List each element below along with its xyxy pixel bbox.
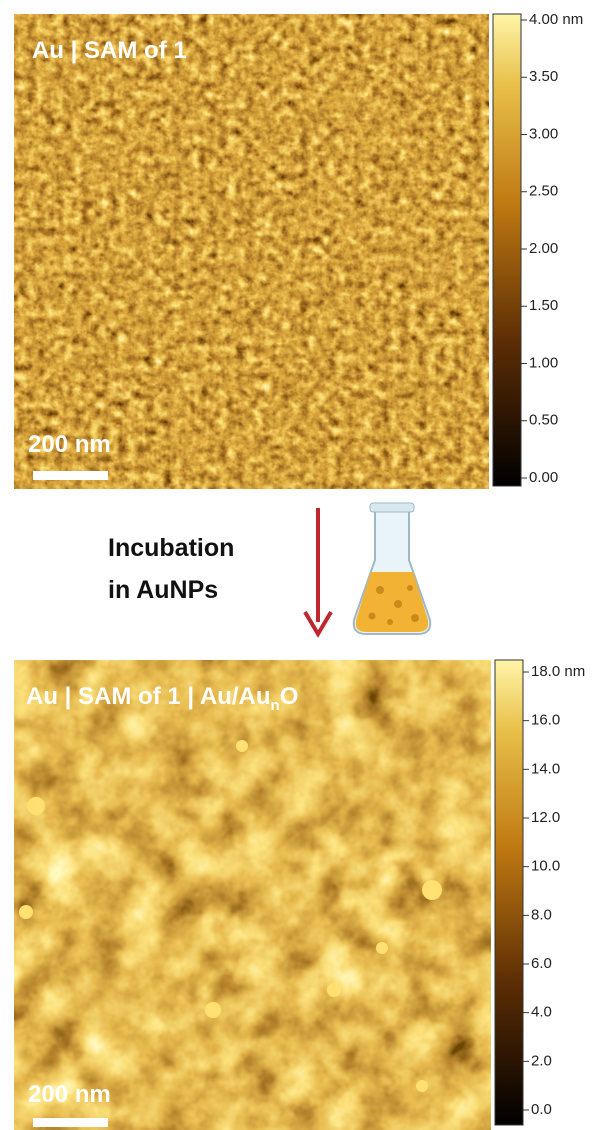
tick-label: 10.0	[531, 858, 560, 875]
scale-bar-label: 200 nm	[28, 1081, 111, 1108]
tick-label: 2.50	[529, 183, 558, 200]
tick-label: 0.50	[529, 412, 558, 429]
afm-image	[14, 660, 491, 1130]
scale-bar	[33, 471, 108, 480]
tick-label: 6.0	[531, 955, 552, 972]
afm-image	[14, 14, 489, 489]
tick-label: 16.0	[531, 712, 560, 729]
tick-label: 0.00	[529, 469, 558, 486]
colorbar	[495, 660, 523, 1125]
figure: Au | SAM of 1 200 nm 4.00 nm 3.50 3.00 2.50…	[0, 0, 600, 1130]
label-suffix: O	[280, 683, 299, 710]
colorbar	[493, 14, 521, 486]
flask-icon	[354, 503, 431, 634]
panel-label: Au | SAM of 1	[32, 37, 187, 64]
tick-label: 3.00	[529, 125, 558, 142]
tick-label: 1.50	[529, 297, 558, 314]
scale-bar-label: 200 nm	[28, 431, 111, 458]
tick-label: 2.00	[529, 240, 558, 257]
tick-label: 3.50	[529, 68, 558, 85]
colorbar-ticks: 18.0 nm 16.0 14.0 12.0 10.0 8.0 6.0 4.0 2.0 0.0	[523, 663, 585, 1118]
scale-bar	[33, 1118, 108, 1127]
colorbar-ticks: 4.00 nm 3.50 3.00 2.50 2.00 1.50 1.00 0.50 0.00	[521, 11, 583, 486]
step-text: Incubation	[108, 534, 234, 562]
tick-label: 12.0	[531, 809, 560, 826]
tick-label: 2.0	[531, 1052, 552, 1069]
label-main: Au | SAM of 1 | Au/Au	[26, 683, 271, 710]
label-subscript: n	[271, 697, 280, 714]
arrow	[305, 508, 331, 634]
tick-label: 18.0 nm	[531, 663, 585, 680]
tick-label: 8.0	[531, 906, 552, 923]
tick-label: 0.0	[531, 1101, 552, 1118]
tick-label: 14.0	[531, 760, 560, 777]
step-text: in AuNPs	[108, 576, 218, 604]
tick-label: 4.0	[531, 1004, 552, 1021]
tick-label: 4.00 nm	[529, 11, 583, 28]
panel-label: Au | SAM of 1 | Au/AunO	[26, 683, 298, 714]
tick-label: 1.00	[529, 354, 558, 371]
